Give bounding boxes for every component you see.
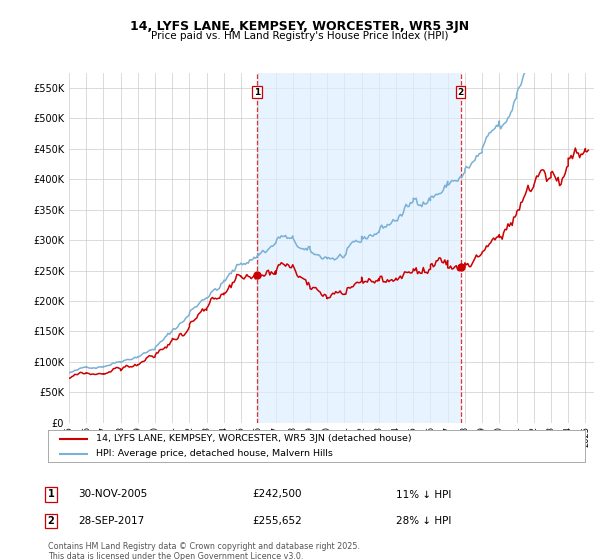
Text: £242,500: £242,500 bbox=[252, 489, 302, 500]
Text: 2: 2 bbox=[47, 516, 55, 526]
Text: Price paid vs. HM Land Registry's House Price Index (HPI): Price paid vs. HM Land Registry's House … bbox=[151, 31, 449, 41]
Text: 1: 1 bbox=[47, 489, 55, 500]
Text: 14, LYFS LANE, KEMPSEY, WORCESTER, WR5 3JN: 14, LYFS LANE, KEMPSEY, WORCESTER, WR5 3… bbox=[130, 20, 470, 32]
Text: 28-SEP-2017: 28-SEP-2017 bbox=[78, 516, 144, 526]
Text: £255,652: £255,652 bbox=[252, 516, 302, 526]
Text: 1: 1 bbox=[254, 87, 260, 96]
Text: 2: 2 bbox=[457, 87, 464, 96]
Text: 11% ↓ HPI: 11% ↓ HPI bbox=[396, 489, 451, 500]
Text: 30-NOV-2005: 30-NOV-2005 bbox=[78, 489, 147, 500]
Text: Contains HM Land Registry data © Crown copyright and database right 2025.
This d: Contains HM Land Registry data © Crown c… bbox=[48, 542, 360, 560]
Text: 28% ↓ HPI: 28% ↓ HPI bbox=[396, 516, 451, 526]
Text: 14, LYFS LANE, KEMPSEY, WORCESTER, WR5 3JN (detached house): 14, LYFS LANE, KEMPSEY, WORCESTER, WR5 3… bbox=[97, 434, 412, 443]
Bar bbox=[257, 73, 461, 423]
Text: HPI: Average price, detached house, Malvern Hills: HPI: Average price, detached house, Malv… bbox=[97, 449, 333, 459]
